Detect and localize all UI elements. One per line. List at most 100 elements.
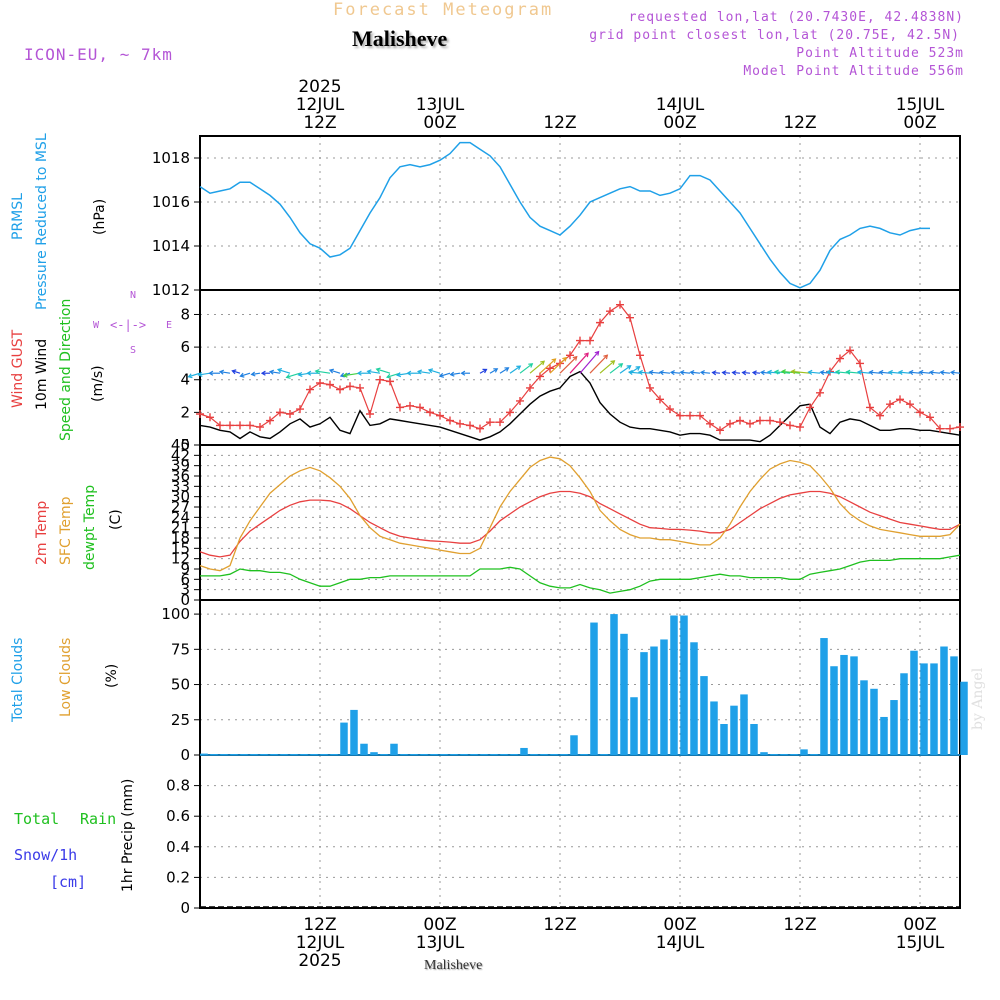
wind-arrow (188, 372, 201, 378)
wind-arrow (450, 372, 461, 376)
gust-marker (616, 300, 624, 309)
wind-arrow (659, 371, 671, 374)
wind-arrow (376, 368, 391, 374)
gust-marker (356, 383, 364, 392)
cloud-bar (690, 642, 698, 755)
wind-arrow (277, 368, 291, 374)
wind-arrow-head (679, 370, 685, 376)
wind-arrow-head (276, 367, 283, 373)
pressure-line (199, 141, 930, 289)
requested-coords: requested lon,lat (20.7430E, 42.4838N) (628, 10, 964, 25)
wind-arrow-head (603, 354, 609, 360)
panel-frame (199, 289, 961, 446)
wind-arrow-head (482, 368, 488, 374)
wind-arrow-head (540, 360, 546, 366)
wind-arrow (315, 370, 331, 374)
gust-marker (546, 364, 554, 373)
precip-total-label: Total (14, 810, 60, 828)
gust-marker (866, 403, 874, 412)
wind-arrow (418, 370, 431, 374)
wind-arrow (589, 354, 608, 374)
gust-marker (316, 379, 324, 387)
wind-arrow (690, 371, 701, 374)
wind-arrow (220, 371, 231, 374)
temp-line-2m (199, 490, 961, 558)
gust-marker (396, 403, 404, 412)
panel-frame (199, 754, 961, 909)
bottom-hour-label: 00Z (423, 915, 456, 935)
wind-arrow-head (218, 369, 225, 375)
cloud-bar (930, 663, 938, 755)
ytick-label-temperature: 21 (171, 519, 190, 537)
ytick-label-wind: 4 (180, 371, 190, 389)
cloud-bar (760, 752, 768, 755)
ytick-label-precip: 0.2 (166, 868, 190, 886)
wind-arrow (940, 371, 951, 374)
model-altitude: Model Point Altitude 556m (743, 64, 964, 79)
wind-arrow (569, 352, 589, 374)
wind-arrow-head (375, 367, 381, 373)
top-hour-label: 12Z (783, 113, 816, 133)
chart-title: Forecast Meteogram (333, 0, 554, 20)
gust-marker (376, 375, 384, 384)
wind-arrow-head (868, 369, 874, 376)
top-date-label: 15JUL (896, 95, 945, 115)
wind-arrow-head (572, 355, 578, 361)
gust-marker (436, 411, 444, 420)
cloud-bar (890, 700, 898, 755)
wind-arrow (638, 371, 651, 374)
gust-marker (286, 410, 294, 418)
gust-marker (956, 423, 964, 432)
gust-marker (716, 426, 724, 435)
wind-arrow-head (250, 371, 256, 377)
wind-arrow-head (610, 360, 616, 365)
gust-marker (366, 410, 374, 418)
ytick-label-temperature: 3 (180, 581, 190, 599)
gust-marker (466, 421, 474, 430)
top-date-label: 13JUL (416, 95, 465, 115)
wind-arrow (680, 371, 691, 374)
gust-marker (516, 396, 524, 405)
wind-arrow (509, 365, 521, 374)
wind-arrow-head (427, 368, 434, 374)
gust-marker (476, 424, 484, 433)
wind-arrow-head (741, 370, 747, 376)
wind-arrow-head (342, 372, 348, 378)
wind-arrow (722, 371, 731, 374)
wind-arrow (619, 365, 631, 374)
wind-arrow-head (594, 350, 600, 356)
wind-arrow (929, 371, 941, 374)
panel-frame (199, 135, 961, 291)
gust-marker (706, 419, 714, 428)
gust-marker (846, 346, 854, 355)
wind-arrow-head (845, 369, 851, 375)
gust-marker (246, 421, 254, 430)
ytick-label-precip: 0 (180, 899, 190, 917)
bottom-date-label: 14JUL (656, 933, 705, 953)
gust-marker (776, 418, 784, 427)
gust-marker (266, 416, 274, 425)
top-date-label: 14JUL (656, 95, 705, 115)
wind-arrow-head (285, 373, 291, 379)
cloud-bar (610, 614, 618, 755)
panel-pressure (194, 135, 961, 291)
wind-arrow (700, 371, 711, 374)
ytick-label-temperature: 27 (171, 498, 190, 516)
cloud-bar (800, 749, 808, 755)
wind-arrow (251, 372, 261, 376)
wind-arrow-head (562, 356, 568, 362)
bottom-date-label: 13JUL (416, 933, 465, 953)
wind-arrow (329, 369, 341, 374)
ytick-label-wind: 2 (180, 403, 190, 421)
wind-arrow (950, 371, 961, 374)
gust-marker (226, 421, 234, 430)
gust-marker (926, 413, 934, 422)
top-hour-label: 00Z (423, 113, 456, 133)
cloud-bar (620, 633, 628, 755)
wind-arrow-head (197, 371, 203, 378)
gust-marker (916, 408, 924, 417)
wind-arrow (782, 370, 801, 374)
wind-arrow-head (949, 370, 955, 376)
ytick-label-wind: 8 (180, 305, 190, 323)
gust-marker (236, 421, 244, 430)
